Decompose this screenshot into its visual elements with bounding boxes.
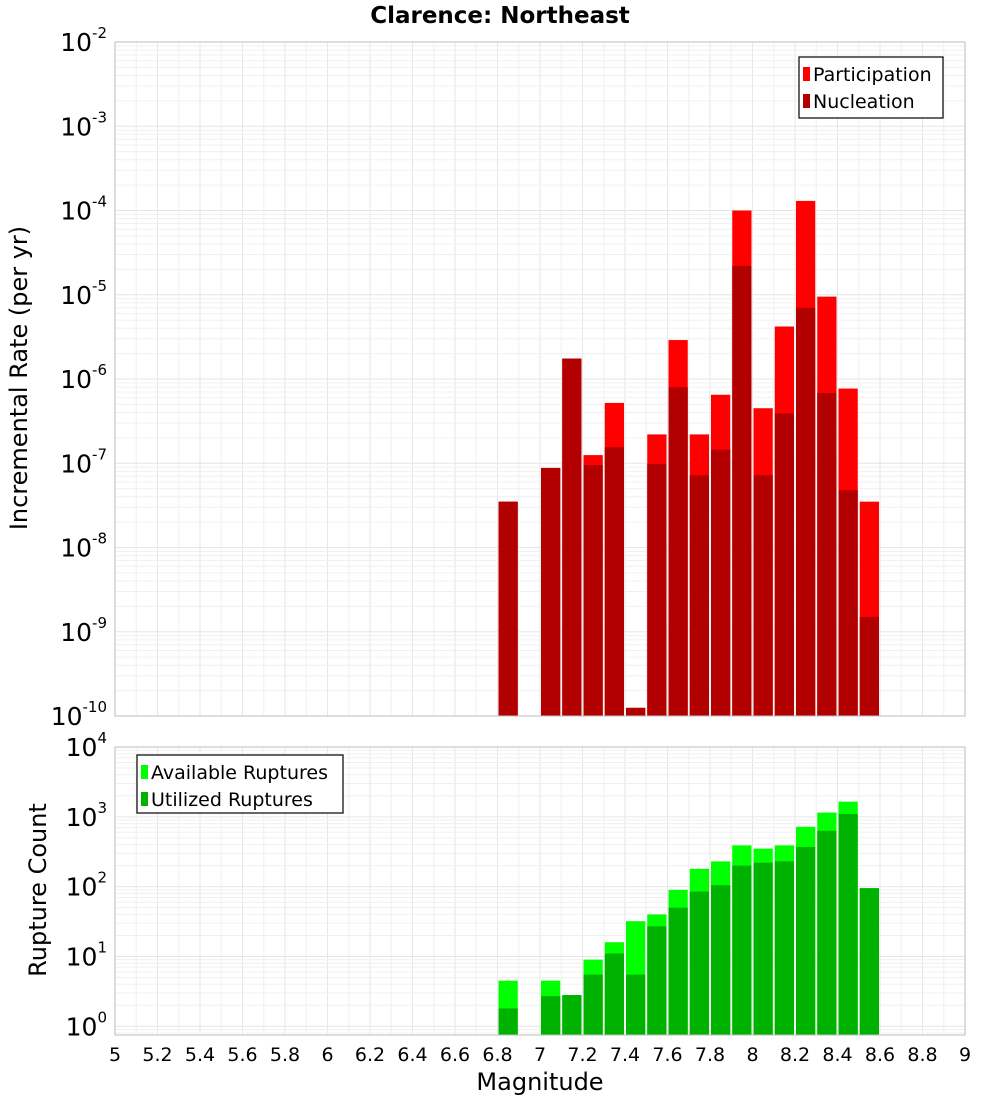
x-tick-label: 5.8 xyxy=(270,1044,300,1066)
x-tick-label: 7.6 xyxy=(652,1044,682,1066)
bottom-bar-series-b xyxy=(604,953,624,1035)
bottom-bar-series-b xyxy=(541,996,561,1035)
bottom-plot-frame xyxy=(114,746,966,1036)
top-bar-series-b xyxy=(668,387,688,716)
bottom-bar-series-b xyxy=(668,907,688,1035)
top-bar-series-b xyxy=(817,393,837,716)
bottom-bar-series-b xyxy=(859,888,879,1035)
x-tick-label: 8.2 xyxy=(780,1044,810,1066)
top-y-tick-label: 10-3 xyxy=(60,108,107,141)
top-bar-series-b xyxy=(753,475,773,716)
top-plot-area: 10-10 10-9 10-8 10-7 10-6 10-5 10-4 10-3 10-2 Par… xyxy=(51,24,966,731)
x-tick-label: 6.6 xyxy=(440,1044,470,1066)
x-tick-label: 7.4 xyxy=(610,1044,640,1066)
top-y-tick-label: 10-6 xyxy=(60,361,107,394)
top-bar-series-b xyxy=(626,707,646,716)
bottom-y-axis-label: Rupture Count xyxy=(24,803,52,977)
x-tick-label: 7.8 xyxy=(695,1044,725,1066)
bottom-legend: Available Ruptures Utilized Ruptures xyxy=(136,754,344,814)
x-axis-label: Magnitude xyxy=(476,1068,603,1096)
x-tick-label: 6.8 xyxy=(482,1044,512,1066)
top-y-axis-label: Incremental Rate (per yr) xyxy=(5,226,33,530)
bottom-legend-box xyxy=(136,754,344,814)
top-legend-label: Participation xyxy=(813,64,932,86)
x-tick-label: 8.4 xyxy=(822,1044,852,1066)
x-tick-label: 9 xyxy=(959,1044,971,1066)
top-bar-series-b xyxy=(796,307,816,716)
top-y-tick-label: 10-7 xyxy=(60,445,107,478)
bottom-y-tick-label: 101 xyxy=(66,938,107,971)
bottom-bar-series-b xyxy=(689,891,709,1035)
x-tick-label: 5.2 xyxy=(142,1044,172,1066)
bottom-legend-swatch xyxy=(141,792,148,806)
top-y-tick-label: 10-2 xyxy=(60,24,107,57)
bottom-bar-series-b xyxy=(498,1008,518,1035)
bottom-bar-series-b xyxy=(838,813,858,1035)
chart-title: Clarence: Northeast xyxy=(370,3,630,29)
bottom-bar-series-b xyxy=(626,974,646,1035)
bottom-bar-series-b xyxy=(774,861,794,1035)
top-y-tick-label: 10-8 xyxy=(60,530,107,563)
bottom-bar-series-b xyxy=(817,830,837,1035)
top-bar-series-b xyxy=(604,447,624,716)
bottom-y-tick-label: 103 xyxy=(66,799,107,832)
top-legend: Participation Nucleation xyxy=(798,56,944,119)
top-bar-series-b xyxy=(859,616,879,716)
bottom-legend-label: Available Ruptures xyxy=(151,762,328,784)
bottom-bar-series-b xyxy=(732,865,752,1035)
bottom-bar-series-b xyxy=(583,974,603,1035)
x-tick-label: 5.4 xyxy=(185,1044,215,1066)
top-legend-label: Nucleation xyxy=(813,91,915,113)
top-bar-series-b xyxy=(583,465,603,716)
top-bar-series-b xyxy=(711,449,731,716)
top-bar-series-b xyxy=(498,501,518,716)
x-tick-label: 8.6 xyxy=(865,1044,895,1066)
bottom-y-tick-label: 102 xyxy=(66,869,107,902)
bottom-bar-series-b xyxy=(796,846,816,1035)
top-bar-series-b xyxy=(541,467,561,716)
x-tick-label: 8 xyxy=(746,1044,758,1066)
top-bar-series-b xyxy=(838,490,858,716)
top-bar-series-b xyxy=(774,413,794,716)
bottom-legend-swatch xyxy=(141,765,148,779)
bottom-bar-series-b xyxy=(753,862,773,1035)
top-bar-series-b xyxy=(647,463,667,716)
top-y-tick-label: 10-4 xyxy=(60,193,107,226)
x-tick-label: 8.8 xyxy=(907,1044,937,1066)
top-legend-box xyxy=(798,56,944,119)
x-tick-label: 6.4 xyxy=(397,1044,427,1066)
bottom-bar-series-b xyxy=(647,926,667,1035)
top-bar-series-b xyxy=(689,475,709,716)
top-y-tick-label: 10-9 xyxy=(60,614,107,647)
x-tick-label: 5.6 xyxy=(227,1044,257,1066)
top-y-tick-label: 10-10 xyxy=(51,698,107,731)
x-tick-label: 7.2 xyxy=(567,1044,597,1066)
bottom-y-tick-label: 104 xyxy=(66,729,107,762)
top-plot-frame xyxy=(114,41,966,717)
top-bar-series-b xyxy=(732,265,752,716)
bottom-legend-label: Utilized Ruptures xyxy=(151,789,313,811)
bottom-bar-series-b xyxy=(711,885,731,1035)
bottom-y-tick-label: 100 xyxy=(66,1008,107,1041)
x-tick-label: 7 xyxy=(534,1044,546,1066)
top-y-tick-label: 10-5 xyxy=(60,277,107,310)
x-tick-label: 6 xyxy=(321,1044,333,1066)
bottom-plot-area: 100 101 102 103 104 5 5.2 5.4 5.6 5.8 6 6.2 6.4 6.6 6.… xyxy=(66,729,971,1066)
bottom-bar-series-b xyxy=(562,995,582,1035)
x-tick-label: 6.2 xyxy=(355,1044,385,1066)
top-legend-swatch xyxy=(803,94,810,108)
top-bar-series-b xyxy=(562,358,582,716)
x-tick-label: 5 xyxy=(109,1044,121,1066)
top-legend-swatch xyxy=(803,67,810,81)
